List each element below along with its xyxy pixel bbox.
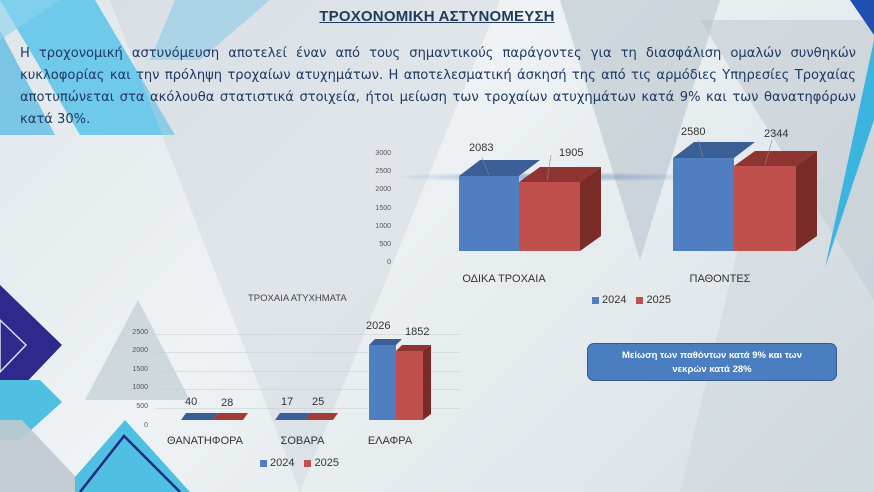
summary-callout: Μείωση των παθόντων κατά 9% και των νεκρ…: [587, 343, 837, 381]
callout-line-1: Μείωση των παθόντων κατά 9% και των: [622, 350, 802, 361]
page-title: ΤΡΟΧΟΝΟΜΙΚΗ ΑΣΤΥΝΟΜΕΥΣΗ: [319, 8, 555, 25]
callout-line-2: νεκρών κατά 28%: [672, 364, 752, 375]
intro-paragraph: Η τροχονομική αστυνόμευση αποτελεί έναν …: [20, 46, 856, 127]
